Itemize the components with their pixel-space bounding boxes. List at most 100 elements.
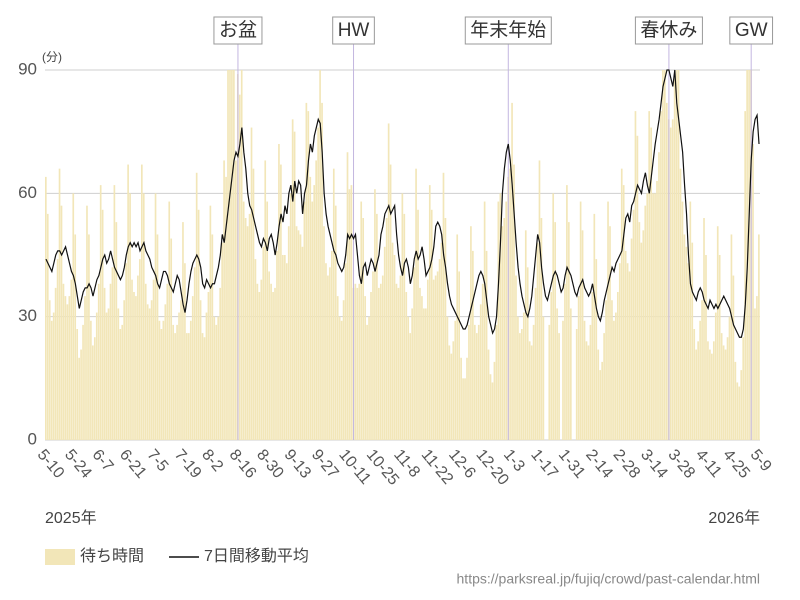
bar — [372, 271, 374, 440]
bar — [280, 164, 282, 441]
bar — [58, 168, 61, 440]
annotation-box — [464, 16, 552, 45]
bar — [362, 218, 365, 440]
bar — [712, 341, 715, 440]
bar — [579, 201, 582, 440]
bar — [378, 287, 380, 440]
bar — [526, 267, 529, 440]
bar — [358, 283, 361, 440]
bar — [583, 320, 586, 440]
bar — [428, 185, 431, 440]
bar — [736, 382, 739, 440]
bar — [432, 279, 435, 440]
bar — [82, 324, 84, 440]
bar — [72, 193, 75, 440]
bar — [217, 316, 220, 440]
bar — [626, 263, 629, 440]
bar — [109, 283, 112, 440]
bar — [634, 111, 637, 440]
bar — [709, 349, 711, 440]
lines — [45, 69, 760, 338]
bar — [319, 70, 321, 440]
bar — [150, 300, 153, 440]
bar — [331, 250, 333, 440]
bar — [675, 70, 678, 440]
bar — [705, 255, 707, 440]
bar — [101, 209, 104, 440]
bar — [287, 226, 290, 440]
bar — [409, 333, 412, 440]
bar — [456, 234, 459, 440]
bar — [350, 185, 353, 440]
bar — [462, 378, 464, 440]
bar — [691, 242, 694, 440]
bar — [301, 246, 304, 440]
bar — [460, 357, 462, 440]
bar — [534, 287, 537, 440]
bar — [699, 320, 701, 440]
bar — [585, 341, 588, 440]
bar — [664, 70, 666, 440]
bar — [303, 201, 306, 440]
x-tick-label: 6-21 — [116, 446, 150, 482]
bar — [642, 230, 645, 440]
bar — [45, 176, 47, 440]
bar — [223, 160, 225, 440]
bar — [313, 185, 316, 440]
bar — [84, 296, 86, 440]
bar — [748, 70, 750, 440]
bar — [211, 234, 214, 440]
bar — [638, 222, 641, 440]
bar — [425, 308, 427, 440]
bar — [189, 320, 192, 440]
legend-swatch — [45, 549, 75, 565]
bar — [162, 320, 165, 440]
bar — [334, 205, 337, 440]
bar — [268, 271, 270, 440]
y-tick-label: 0 — [28, 429, 37, 448]
bar — [689, 201, 692, 440]
bar — [740, 370, 743, 440]
bar — [376, 213, 378, 440]
bar — [154, 193, 157, 440]
bar — [405, 292, 408, 440]
bar — [720, 333, 723, 440]
bar — [74, 234, 77, 440]
annotation-box — [729, 16, 774, 45]
bar — [366, 324, 368, 440]
bar — [289, 193, 292, 440]
annotation-label: お盆 — [219, 19, 257, 41]
bar — [221, 242, 223, 440]
bar — [270, 283, 272, 440]
bar — [307, 111, 310, 440]
bar — [203, 337, 206, 440]
bar — [127, 164, 129, 441]
bar — [542, 316, 545, 440]
bar — [68, 296, 71, 440]
annotation-label: GW — [735, 20, 768, 41]
bar — [718, 255, 721, 440]
bar — [716, 226, 719, 440]
bar — [186, 333, 188, 440]
bar — [103, 287, 106, 440]
bar — [636, 135, 639, 440]
bar — [730, 234, 733, 440]
bar — [389, 164, 392, 441]
bar — [521, 329, 523, 440]
bar — [475, 333, 478, 440]
bar — [497, 201, 500, 440]
bar — [401, 193, 404, 440]
x-tick-label: 9-27 — [308, 446, 342, 482]
bar — [591, 292, 594, 440]
bar — [117, 308, 120, 440]
bar — [231, 70, 233, 440]
bar — [90, 320, 92, 440]
bar — [665, 102, 668, 440]
bar — [673, 78, 676, 440]
bar — [501, 226, 504, 440]
year-end: 2026年 — [708, 509, 760, 527]
bar — [266, 201, 269, 440]
bar — [711, 353, 713, 440]
bar — [240, 70, 243, 440]
bar — [742, 337, 745, 440]
